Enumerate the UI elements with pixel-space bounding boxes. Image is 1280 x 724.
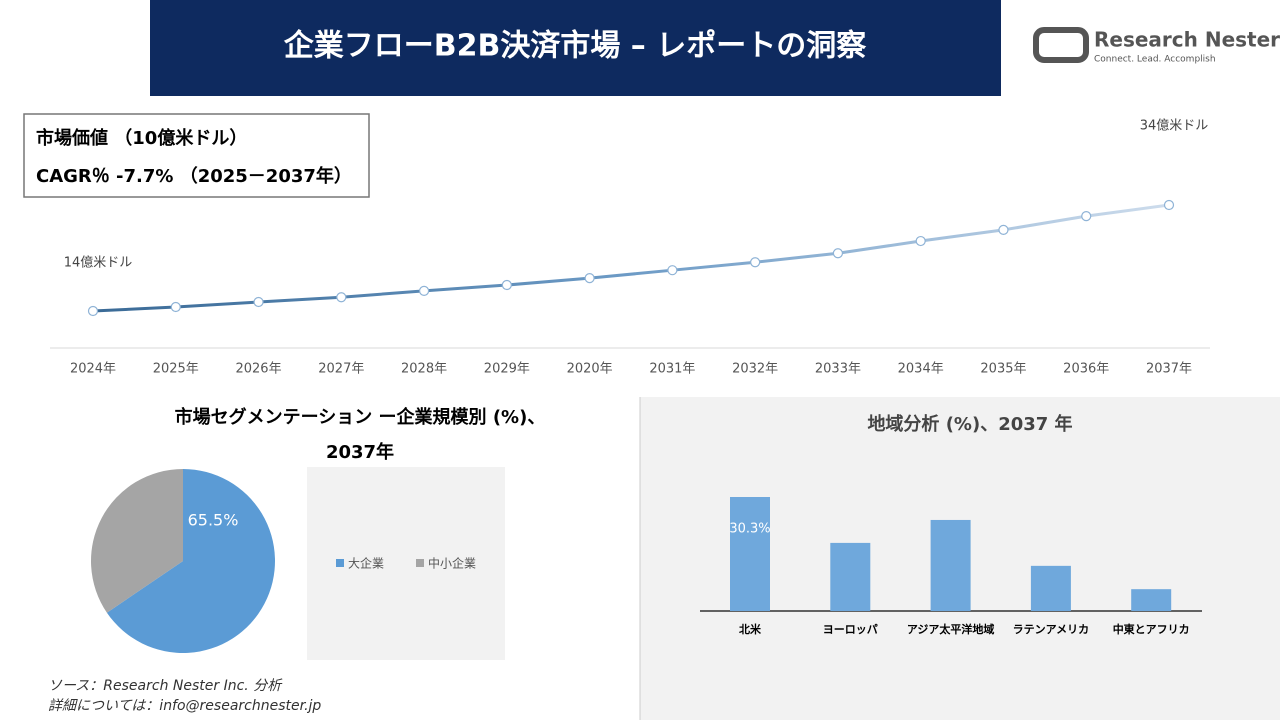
info-line: CAGR％ -7.7% （2025－2037年） xyxy=(36,165,352,187)
bar xyxy=(1030,565,1071,611)
x-tick-label: 2036年 xyxy=(1063,362,1109,377)
line xyxy=(92,203,1170,313)
logo-name: Research Nester xyxy=(1094,28,1280,52)
x-tick-label: 2029年 xyxy=(484,362,530,377)
legend-label: 大企業 xyxy=(348,556,384,571)
x-tick-label: 2033年 xyxy=(815,362,861,377)
point xyxy=(832,248,844,259)
x-tick-label: 2025年 xyxy=(153,362,199,377)
info-box xyxy=(23,113,370,198)
x-tick-label: 2034年 xyxy=(898,362,944,377)
value-label: 14億米ドル xyxy=(64,255,133,271)
pie-subtitle: 2037年 xyxy=(326,441,394,463)
value-label: 30.3% xyxy=(729,522,770,537)
x-tick-label: 2032年 xyxy=(732,362,778,377)
legend-swatch xyxy=(416,559,424,567)
source-text: ソース：Research Nester Inc. 分析 xyxy=(48,678,283,694)
page-title: 企業フローB2B決済市場 – レポートの洞察 xyxy=(284,29,867,64)
x-tick-label: アジア太平洋地域 xyxy=(907,622,995,636)
x-tick-label: 2024年 xyxy=(70,362,116,377)
bar xyxy=(1131,589,1172,611)
bar-title: 地域分析 (%)、2037 年 xyxy=(867,413,1072,435)
legend-label: 中小企業 xyxy=(428,556,476,571)
point xyxy=(336,292,347,303)
x-tick-label: 2037年 xyxy=(1146,362,1192,377)
point xyxy=(87,305,99,317)
pie-slice xyxy=(106,469,275,653)
bar xyxy=(830,542,871,611)
point xyxy=(915,235,926,247)
point xyxy=(501,279,512,291)
x-tick-label: 中東とアフリカ xyxy=(1113,622,1190,636)
x-tick-label: ラテンアメリカ xyxy=(1013,623,1089,636)
point xyxy=(253,296,264,308)
logo-icon xyxy=(1033,27,1089,63)
info-line: 市場価値 （10億米ドル） xyxy=(36,127,247,149)
point xyxy=(667,265,678,276)
point xyxy=(1163,199,1175,211)
pie-slice xyxy=(90,469,183,613)
x-tick-label: 2035年 xyxy=(980,362,1026,377)
logo-tagline: Connect. Lead. Accomplish xyxy=(1094,55,1216,65)
x-tick-label: 2026年 xyxy=(235,362,281,377)
pie-title: 市場セグメンテーション ー企業規模別 (%)、 xyxy=(175,406,546,428)
x-tick-label: 2020年 xyxy=(567,362,613,377)
x-tick-label: 2027年 xyxy=(318,362,364,377)
source-text: 詳細については：info@researchnester.jp xyxy=(48,698,321,714)
bar xyxy=(930,519,971,611)
x-tick-label: ヨーロッパ xyxy=(823,623,878,636)
point xyxy=(170,301,181,313)
title-banner xyxy=(150,0,1001,96)
bar xyxy=(730,497,770,611)
x-tick-label: 2028年 xyxy=(401,362,447,377)
point xyxy=(1081,211,1092,222)
x-tick-label: 2031年 xyxy=(649,362,695,377)
x-tick-label: 北米 xyxy=(739,622,762,636)
legend-swatch xyxy=(336,559,344,567)
point xyxy=(584,273,595,284)
value-label: 65.5% xyxy=(188,511,239,530)
point xyxy=(418,285,430,296)
point xyxy=(750,257,761,268)
value-label: 34億米ドル xyxy=(1140,118,1209,134)
point xyxy=(998,224,1009,236)
